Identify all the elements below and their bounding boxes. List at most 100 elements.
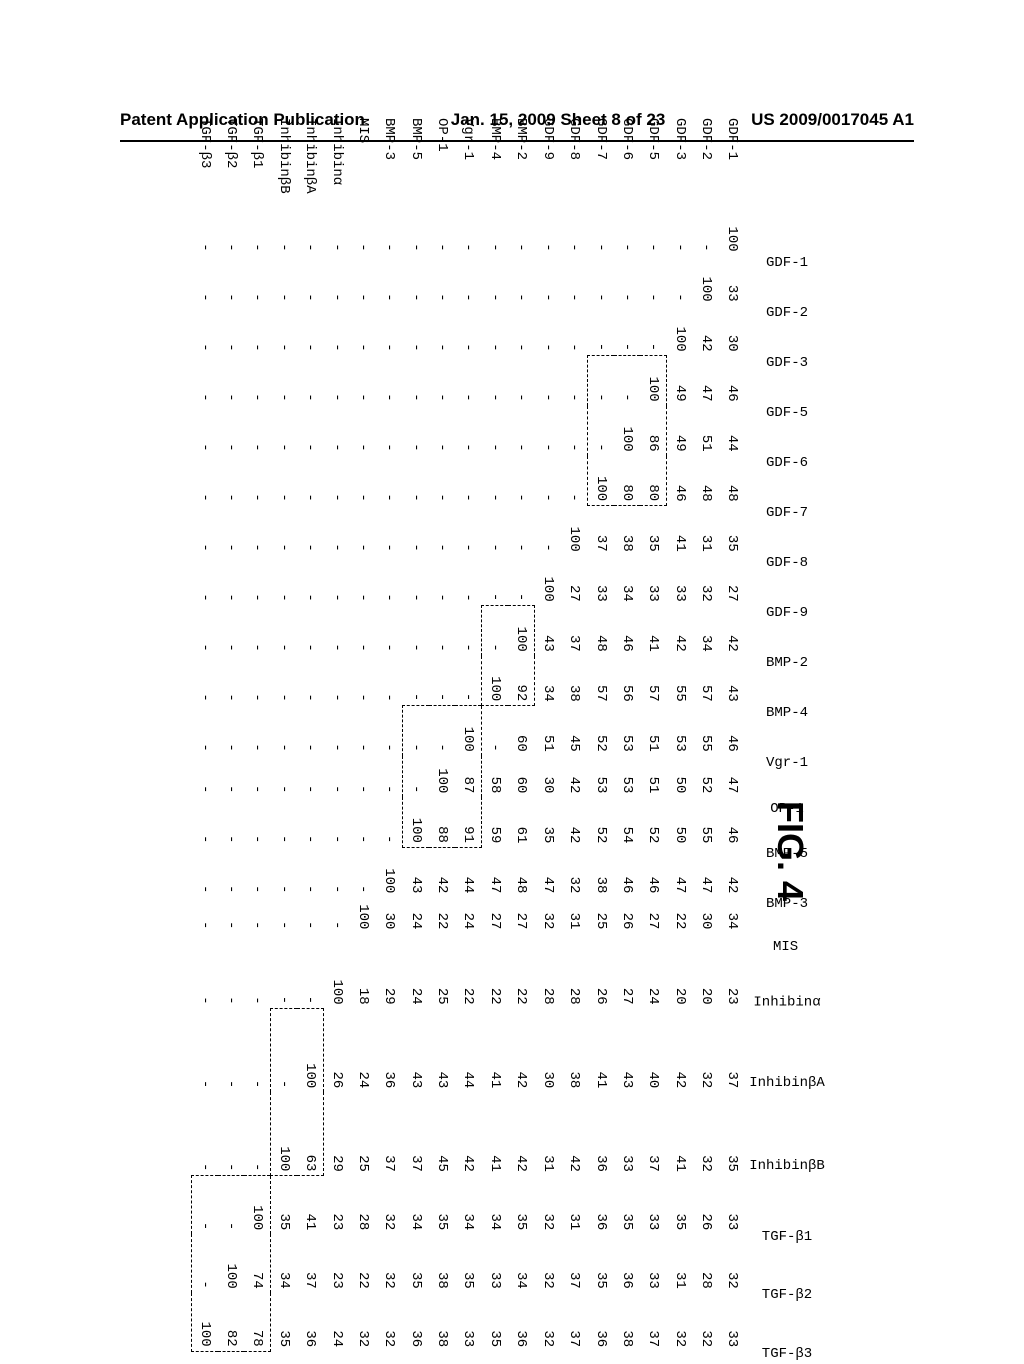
matrix-cell: - <box>218 897 244 933</box>
matrix-cell: 22 <box>482 933 509 1008</box>
matrix-cell: 34 <box>693 606 719 656</box>
matrix-cell: 22 <box>508 933 535 1008</box>
matrix-cell: 38 <box>588 847 615 897</box>
matrix-cell: - <box>482 256 509 306</box>
matrix-cell: - <box>350 847 376 897</box>
matrix-cell: - <box>667 256 694 306</box>
matrix-cell: 27 <box>482 897 509 933</box>
matrix-cell: - <box>271 797 298 847</box>
matrix-cell: 82 <box>218 1293 244 1351</box>
matrix-cell: - <box>403 406 430 456</box>
matrix-cell: 30 <box>376 897 403 933</box>
matrix-cell: - <box>244 656 271 706</box>
matrix-cell: - <box>508 256 535 306</box>
matrix-cell: 41 <box>640 606 667 656</box>
matrix-cell: 34 <box>271 1234 298 1292</box>
matrix-cell: 33 <box>640 1176 667 1234</box>
matrix-cell: 35 <box>455 1234 482 1292</box>
matrix-cell: - <box>297 456 324 506</box>
matrix-cell: - <box>244 897 271 933</box>
matrix-cell: - <box>403 356 430 406</box>
matrix-cell: 27 <box>719 556 745 606</box>
figure-label: FIG. 4 <box>769 801 811 901</box>
row-header: Vgr-1 <box>455 114 482 206</box>
matrix-cell: 46 <box>614 606 640 656</box>
matrix-cell: - <box>455 256 482 306</box>
matrix-cell: 44 <box>719 406 745 456</box>
matrix-cell: 32 <box>693 556 719 606</box>
matrix-cell: - <box>244 456 271 506</box>
matrix-cell: - <box>376 256 403 306</box>
matrix-cell: 42 <box>561 797 588 847</box>
matrix-cell: 32 <box>719 1234 745 1292</box>
matrix-cell: - <box>271 706 298 756</box>
matrix-cell: - <box>218 933 244 1008</box>
matrix-cell: 100 <box>455 706 482 756</box>
matrix-cell: 28 <box>693 1234 719 1292</box>
matrix-cell: 34 <box>482 1176 509 1234</box>
matrix-cell: - <box>324 656 351 706</box>
matrix-cell: - <box>297 256 324 306</box>
matrix-cell: - <box>588 256 615 306</box>
matrix-cell: 52 <box>588 797 615 847</box>
matrix-cell: 32 <box>561 847 588 897</box>
matrix-cell: 24 <box>350 1009 376 1093</box>
figure-4-container: GDF-1GDF-2GDF-3GDF-5GDF-6GDF-7GDF-8GDF-9… <box>120 190 900 1110</box>
matrix-cell: 32 <box>376 1176 403 1234</box>
matrix-cell: 46 <box>719 356 745 406</box>
matrix-cell: 42 <box>667 606 694 656</box>
matrix-cell: - <box>429 706 455 756</box>
matrix-cell: - <box>376 306 403 356</box>
matrix-cell: - <box>324 756 351 798</box>
matrix-cell: - <box>482 356 509 406</box>
matrix-cell: 41 <box>667 506 694 556</box>
matrix-cell: - <box>244 256 271 306</box>
matrix-cell: 100 <box>297 1009 324 1093</box>
matrix-cell: - <box>350 606 376 656</box>
matrix-cell: - <box>297 656 324 706</box>
matrix-cell: - <box>271 556 298 606</box>
matrix-cell: 29 <box>324 1092 351 1176</box>
matrix-cell: - <box>192 306 219 356</box>
matrix-cell: 49 <box>667 356 694 406</box>
matrix-cell: - <box>403 606 430 656</box>
matrix-cell: 32 <box>667 1293 694 1351</box>
matrix-cell: 32 <box>693 1009 719 1093</box>
row-header: BMP-2 <box>508 114 535 206</box>
matrix-cell: 41 <box>482 1009 509 1093</box>
matrix-cell: - <box>376 656 403 706</box>
matrix-cell: 42 <box>667 1009 694 1093</box>
matrix-cell: 28 <box>350 1176 376 1234</box>
matrix-cell: 46 <box>667 456 694 506</box>
matrix-cell: 35 <box>640 506 667 556</box>
matrix-cell: 37 <box>376 1092 403 1176</box>
matrix-cell: 24 <box>403 933 430 1008</box>
matrix-cell: - <box>192 1176 219 1234</box>
col-header: TGF-β3 <box>758 1280 816 1364</box>
matrix-cell: - <box>324 506 351 556</box>
matrix-cell: 31 <box>693 506 719 556</box>
matrix-cell: 31 <box>561 1176 588 1234</box>
matrix-cell: - <box>535 206 562 256</box>
matrix-cell: 100 <box>508 606 535 656</box>
matrix-cell: - <box>561 456 588 506</box>
matrix-cell: 32 <box>535 1293 562 1351</box>
matrix-cell: 42 <box>508 1009 535 1093</box>
matrix-cell: 33 <box>455 1293 482 1351</box>
matrix-cell: - <box>271 456 298 506</box>
matrix-cell: - <box>561 306 588 356</box>
matrix-cell: 100 <box>667 306 694 356</box>
matrix-cell: 26 <box>324 1009 351 1093</box>
matrix-cell: 37 <box>588 506 615 556</box>
matrix-cell: - <box>218 556 244 606</box>
matrix-cell: 33 <box>640 1234 667 1292</box>
matrix-cell: 63 <box>297 1092 324 1176</box>
matrix-cell: - <box>244 1092 271 1176</box>
row-header: TGF-β3 <box>192 114 219 206</box>
matrix-cell: 41 <box>297 1176 324 1234</box>
matrix-cell: 36 <box>588 1293 615 1351</box>
matrix-cell: - <box>218 756 244 798</box>
matrix-cell: - <box>324 456 351 506</box>
matrix-cell: - <box>482 456 509 506</box>
matrix-cell: - <box>588 306 615 356</box>
